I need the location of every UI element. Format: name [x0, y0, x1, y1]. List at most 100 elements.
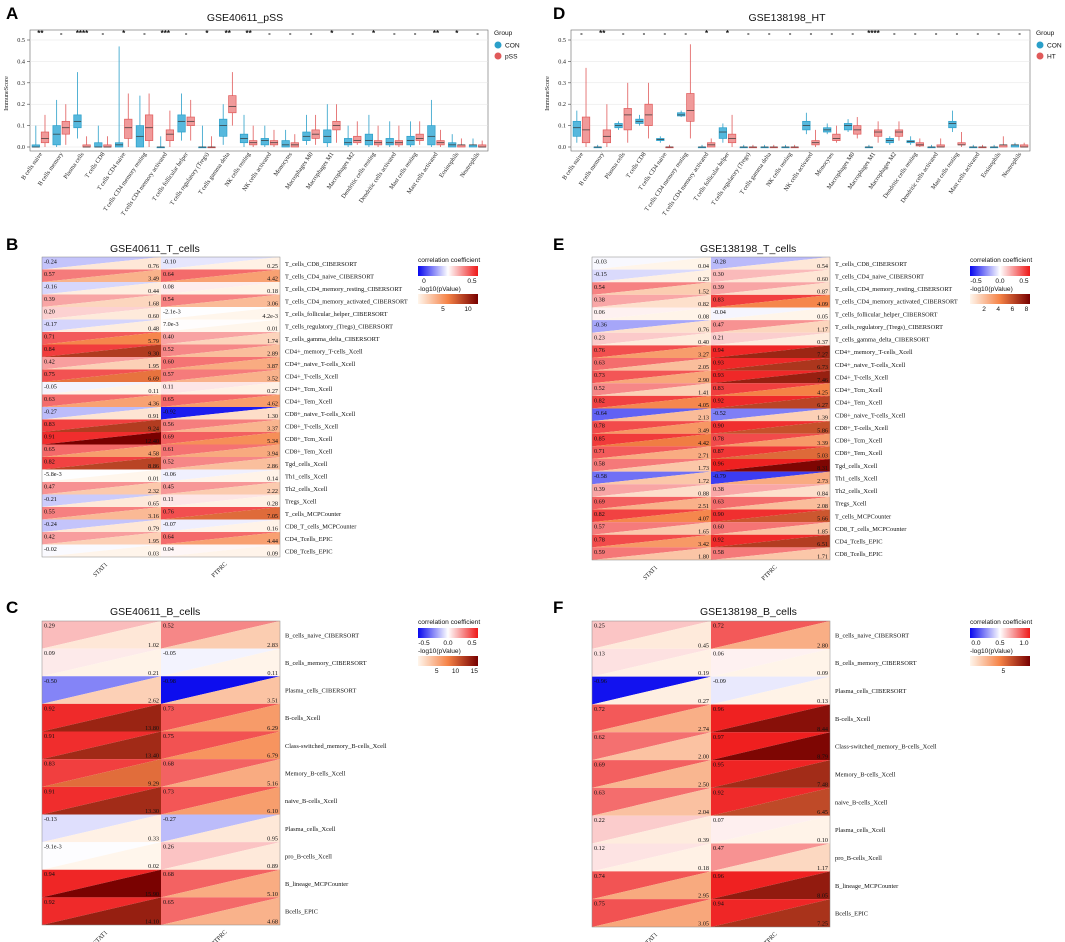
cell-correlation-value: 0.58 — [713, 549, 724, 556]
cell-pvalue-value: 0.88 — [698, 490, 709, 497]
cell-pvalue-triangle — [592, 421, 711, 434]
cell-correlation-triangle — [711, 676, 830, 705]
legend: Group CON pSS — [494, 30, 520, 61]
row-label: CD4_Tcells_EPIC — [285, 536, 332, 543]
panel-letter: C — [6, 598, 18, 617]
cell-pvalue-triangle — [161, 731, 280, 760]
cell-correlation-value: -0.50 — [44, 678, 57, 685]
cell-pvalue-value: 1.71 — [817, 554, 828, 561]
cell-pvalue-triangle — [42, 282, 161, 295]
cell-correlation-value: -0.05 — [44, 384, 57, 391]
cell-pvalue-value: 3.94 — [267, 451, 278, 458]
legend-tick: 8 — [1025, 306, 1029, 313]
cell-correlation-value: 0.06 — [594, 309, 605, 316]
legend-title: correlation coefficient — [418, 619, 480, 626]
row-label: Plasma_cells_CIBERSORT — [835, 688, 906, 695]
cell-pvalue-value: 4.58 — [148, 451, 159, 458]
y-axis-label: ImmuneScore — [3, 76, 10, 111]
cell-pvalue-value: 6.29 — [267, 725, 278, 732]
cell-pvalue-value: 13.40 — [145, 753, 159, 760]
cell-correlation-value: -0.28 — [713, 259, 726, 266]
cell-correlation-value: -0.52 — [713, 410, 726, 417]
cell-pvalue-triangle — [711, 522, 830, 535]
row-label: Tgd_cells_Xcell — [285, 461, 327, 468]
legend-tick: 5 — [441, 306, 445, 313]
cell-pvalue-value: 0.02 — [148, 863, 159, 870]
cell-correlation-value: -0.10 — [163, 259, 176, 266]
cell-correlation-triangle — [711, 732, 830, 761]
cell-correlation-value: 0.76 — [594, 347, 605, 354]
cell-correlation-value: -0.06 — [163, 471, 176, 478]
cell-correlation-value: 0.96 — [713, 461, 724, 468]
cell-pvalue-triangle — [711, 509, 830, 523]
y-tick-label: 0.5 — [558, 37, 566, 44]
chart-title: GSE138198_T_cells — [700, 243, 796, 255]
cell-correlation-value: 0.82 — [44, 459, 55, 466]
legend-tick: -0.5 — [418, 640, 430, 647]
cell-correlation-value: -0.92 — [163, 409, 176, 416]
cell-correlation-value: 0.87 — [713, 448, 724, 455]
cell-pvalue-triangle — [711, 621, 830, 649]
legend-tick: 10 — [452, 668, 460, 675]
row-label: CD4+_naive_T-cells_Xcell — [835, 362, 905, 369]
cell-pvalue-value: 6.45 — [817, 809, 828, 816]
legend: correlation coefficient -0.5 0.0 0.5 -log10(… — [418, 619, 480, 675]
cell-pvalue-value: 0.09 — [267, 551, 278, 558]
heatmap-panel-e: E GSE138198_T_cells-0.030.04-0.280.54 T_ce… — [553, 235, 1032, 582]
cell-pvalue-triangle — [161, 869, 280, 898]
cell-correlation-value: 0.42 — [44, 359, 55, 366]
cell-pvalue-value: 8.86 — [148, 463, 159, 470]
significance-label: * — [455, 29, 459, 38]
cell-correlation-value: -0.24 — [44, 259, 57, 266]
cell-pvalue-value: 0.13 — [817, 698, 828, 705]
cell-correlation-value: 0.96 — [713, 706, 724, 713]
significance-label: - — [747, 29, 750, 38]
cell-pvalue-triangle — [42, 307, 161, 320]
cell-correlation-value: 0.91 — [44, 788, 55, 795]
cell-pvalue-triangle — [592, 484, 711, 497]
cell-pvalue-triangle — [711, 269, 830, 283]
cell-pvalue-value: 3.42 — [698, 541, 709, 548]
legend-tick: 0.5 — [467, 278, 476, 285]
cell-pvalue-value: 0.14 — [267, 476, 278, 483]
cell-correlation-value: 0.29 — [44, 623, 55, 630]
cell-pvalue-triangle — [592, 787, 711, 816]
significance-label: - — [102, 29, 105, 38]
box-con — [843, 123, 853, 131]
heatmap-panel-f: F GSE138198_B_cells 0.25 0.45 0.72 2.80 B_cell… — [553, 598, 1032, 942]
significance-label: ** — [599, 29, 606, 38]
legend-label: HT — [1047, 54, 1056, 61]
cell-correlation-value: 0.91 — [44, 733, 55, 740]
cell-correlation-value: -0.27 — [44, 409, 57, 416]
row-label: CD8_T_cells_MCPCounter — [285, 523, 357, 530]
legend-tick: 0.5 — [995, 640, 1004, 647]
significance-label: - — [997, 29, 1000, 38]
cell-pvalue-value: 6.69 — [148, 376, 159, 383]
pvalue-colorbar — [970, 656, 1030, 666]
significance-label: - — [914, 29, 917, 38]
cell-pvalue-value: 2.73 — [817, 478, 828, 485]
boxplot-panel-d: D GSE138198_HT 0.0 0.1 0.2 0.3 0.4 0.5 ImmuneSco… — [544, 4, 1062, 217]
cell-pvalue-triangle — [161, 357, 280, 370]
cell-correlation-triangle — [161, 676, 280, 704]
significance-label: - — [810, 29, 813, 38]
legend-tick: 2 — [982, 306, 986, 313]
cell-correlation-value: 0.47 — [713, 845, 724, 852]
box-con — [344, 138, 353, 146]
cell-pvalue-triangle — [592, 621, 711, 649]
cell-correlation-value: 0.60 — [163, 359, 174, 366]
cell-pvalue-triangle — [42, 519, 161, 532]
cell-correlation-value: -0.24 — [44, 521, 57, 528]
cell-pvalue-value: 9.24 — [148, 426, 159, 433]
cell-pvalue-triangle — [711, 282, 830, 295]
cell-correlation-value: 0.25 — [594, 623, 605, 630]
cell-pvalue-triangle — [592, 408, 711, 422]
row-label: CD4+_Tcm_Xcell — [835, 387, 882, 394]
row-label: CD8+_naive_T-cells_Xcell — [285, 411, 355, 418]
y-tick-label: 0.3 — [558, 80, 566, 87]
y-tick-label: 0.5 — [17, 37, 25, 44]
cell-pvalue-value: 1.95 — [148, 538, 159, 545]
legend-title: correlation coefficient — [970, 619, 1032, 626]
cell-pvalue-value: 2.04 — [698, 809, 709, 816]
row-label: CD8+_Tem_Xcell — [835, 450, 882, 457]
